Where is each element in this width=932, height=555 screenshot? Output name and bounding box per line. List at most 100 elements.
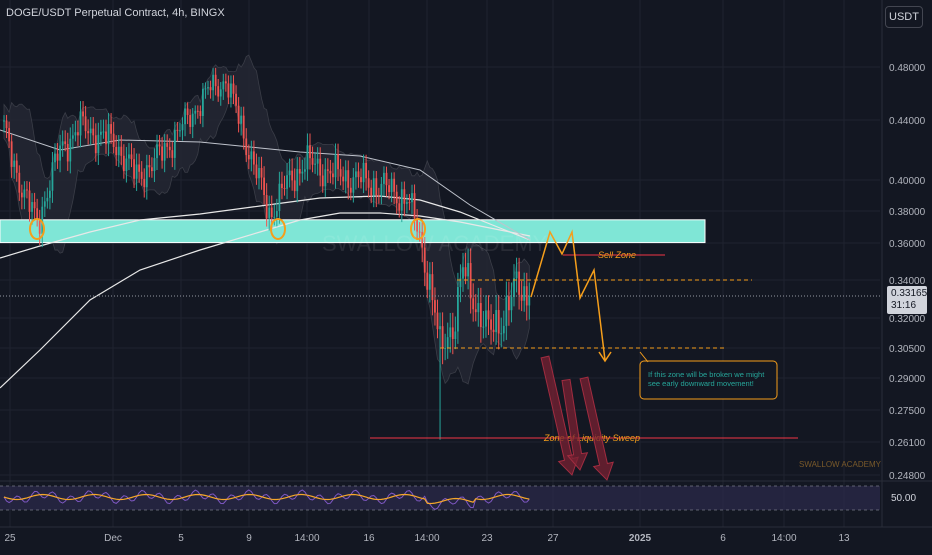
candle-body: [334, 154, 337, 178]
y-tick-label: 0.48000: [889, 63, 926, 74]
candle-body: [122, 155, 125, 172]
currency-button[interactable]: USDT: [885, 6, 923, 28]
candle-body: [411, 193, 413, 203]
candle-body: [508, 296, 510, 311]
candle-body: [130, 154, 133, 160]
candle-body: [434, 300, 436, 313]
candle-body: [18, 172, 21, 193]
candle-body: [355, 171, 357, 178]
candle-body: [140, 171, 143, 179]
y-tick-label: 0.32000: [889, 314, 926, 325]
candle-body: [339, 169, 342, 177]
candle-body: [87, 131, 90, 134]
support-resistance-zone: [0, 219, 706, 244]
candle-body: [100, 131, 102, 135]
candle-body: [418, 231, 421, 233]
y-tick-label: 0.36000: [889, 239, 926, 250]
last-price-value: 0.33165: [891, 288, 928, 299]
candle-body: [8, 128, 10, 142]
x-tick-label: 14:00: [771, 533, 796, 544]
candle-body: [145, 165, 148, 188]
candle-body: [367, 178, 370, 188]
candle-body: [444, 348, 447, 350]
ma-slow-line: [0, 212, 531, 389]
candle-body: [413, 193, 416, 219]
candle-body: [293, 180, 296, 192]
x-tick-label: 5: [178, 533, 184, 544]
candle-body: [406, 202, 408, 204]
watermark-text: SWALLOW ACADEMY: [322, 231, 548, 256]
note-text-line: If this zone will be broken we might: [648, 370, 765, 379]
candle-body: [283, 188, 286, 190]
candle-body: [273, 216, 276, 218]
candle-body: [13, 160, 16, 167]
candle-body: [79, 111, 82, 136]
projection-path: [530, 229, 606, 361]
candle-body: [133, 159, 135, 179]
candle-body: [3, 120, 5, 122]
candle-body: [332, 173, 334, 178]
candle-body: [189, 115, 192, 127]
symbol-title[interactable]: DOGE/USDT Perpetual Contract, 4h, BINGX: [6, 7, 225, 19]
candle-body: [298, 169, 301, 174]
candle-body: [115, 146, 118, 156]
candle-body: [275, 211, 278, 217]
candle-body: [515, 271, 518, 279]
candle-body: [482, 326, 485, 328]
candle-body: [219, 89, 222, 97]
candle-body: [237, 105, 240, 124]
candle-body: [15, 160, 18, 173]
candle-body: [92, 128, 95, 136]
candle-body: [191, 113, 194, 127]
candle-body: [459, 278, 462, 288]
candle-body: [505, 296, 508, 326]
candle-body: [82, 111, 84, 117]
brand-text: SWALLOW ACADEMY: [799, 460, 882, 469]
candle-body: [270, 207, 273, 217]
candle-body: [314, 163, 316, 165]
candle-body: [247, 154, 250, 160]
note-pointer: [639, 351, 649, 363]
candle-body: [128, 154, 130, 159]
candle-body: [156, 144, 158, 159]
candle-body: [224, 81, 227, 84]
candles: [3, 67, 531, 440]
candle-body: [347, 170, 350, 188]
candle-body: [107, 124, 110, 145]
candle-body: [462, 267, 464, 279]
projection-arrowhead: [598, 351, 612, 363]
candle-body: [485, 310, 487, 327]
candle-body: [390, 178, 393, 193]
candle-body: [403, 189, 406, 204]
x-tick-label: 13: [838, 533, 850, 544]
touch-marker-circle: [270, 218, 286, 240]
candle-body: [151, 167, 153, 172]
x-tick-label: 25: [4, 533, 16, 544]
candle-body: [120, 146, 123, 156]
candle-body: [472, 298, 475, 310]
candle-body: [135, 164, 138, 179]
candle-body: [5, 120, 8, 129]
candle-body: [56, 153, 59, 161]
note-box: [639, 360, 778, 400]
candle-body: [199, 111, 202, 117]
candle-body: [173, 129, 176, 158]
candle-body: [51, 162, 54, 191]
candle-body: [474, 309, 477, 313]
candle-body: [171, 150, 174, 158]
oscillator-signal-line: [3, 493, 530, 505]
candle-body: [510, 297, 513, 311]
candle-body: [296, 169, 299, 192]
candle-body: [94, 135, 97, 154]
candle-body: [97, 134, 100, 154]
x-tick-label: 14:00: [294, 533, 319, 544]
candle-body: [520, 294, 523, 301]
candle-body: [207, 87, 209, 89]
candle-body: [43, 201, 46, 207]
candle-body: [357, 171, 360, 178]
touch-marker-circle: [29, 218, 45, 240]
candle-body: [265, 195, 268, 219]
candle-body: [464, 267, 467, 277]
